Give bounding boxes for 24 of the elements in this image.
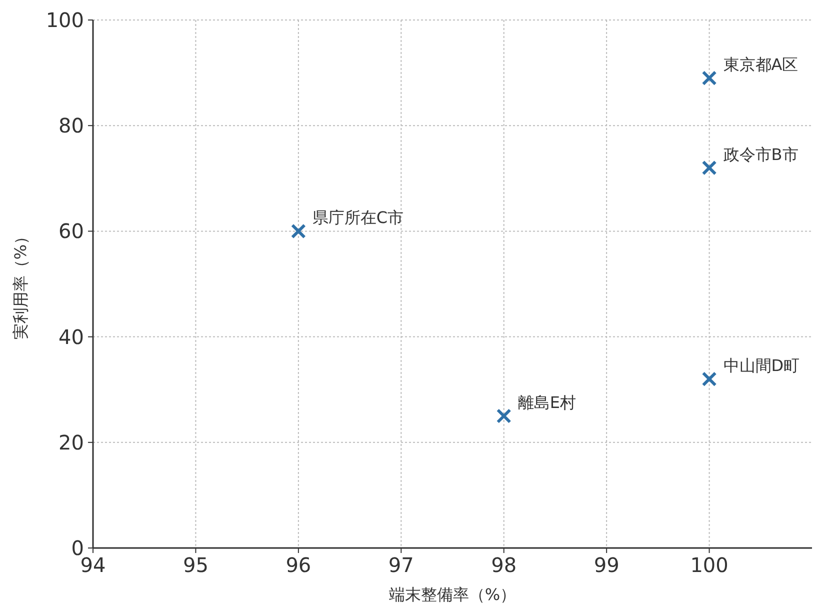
annotation: 政令市B市 xyxy=(723,144,798,164)
x-tick-label: 99 xyxy=(594,553,620,577)
x-tick-label: 96 xyxy=(286,553,312,577)
point xyxy=(702,160,717,176)
x-tick-label: 95 xyxy=(182,553,208,577)
annotation: 東京都A区 xyxy=(723,55,798,74)
annotation: 中山間D町 xyxy=(723,356,800,376)
point xyxy=(290,224,306,239)
x-tick-label: 94 xyxy=(80,553,106,577)
annotation: 離島E村 xyxy=(518,393,576,412)
y-tick-label: 40 xyxy=(58,324,84,349)
point xyxy=(702,372,717,387)
x-axis-title: 端末整備率（%） xyxy=(388,585,516,604)
y-tick-label: 20 xyxy=(58,430,84,454)
point xyxy=(702,70,717,86)
y-axis-title: 実利用率（%） xyxy=(11,228,30,340)
y-tick-label: 100 xyxy=(46,8,84,32)
x-tick-label: 98 xyxy=(491,553,517,577)
y-tick-label: 80 xyxy=(58,114,84,138)
point xyxy=(496,408,512,424)
x-tick-label: 100 xyxy=(690,553,728,577)
x-tick-label: 97 xyxy=(388,553,414,577)
y-tick-label: 60 xyxy=(58,219,84,244)
annotation: 県庁所在C市 xyxy=(312,208,404,228)
